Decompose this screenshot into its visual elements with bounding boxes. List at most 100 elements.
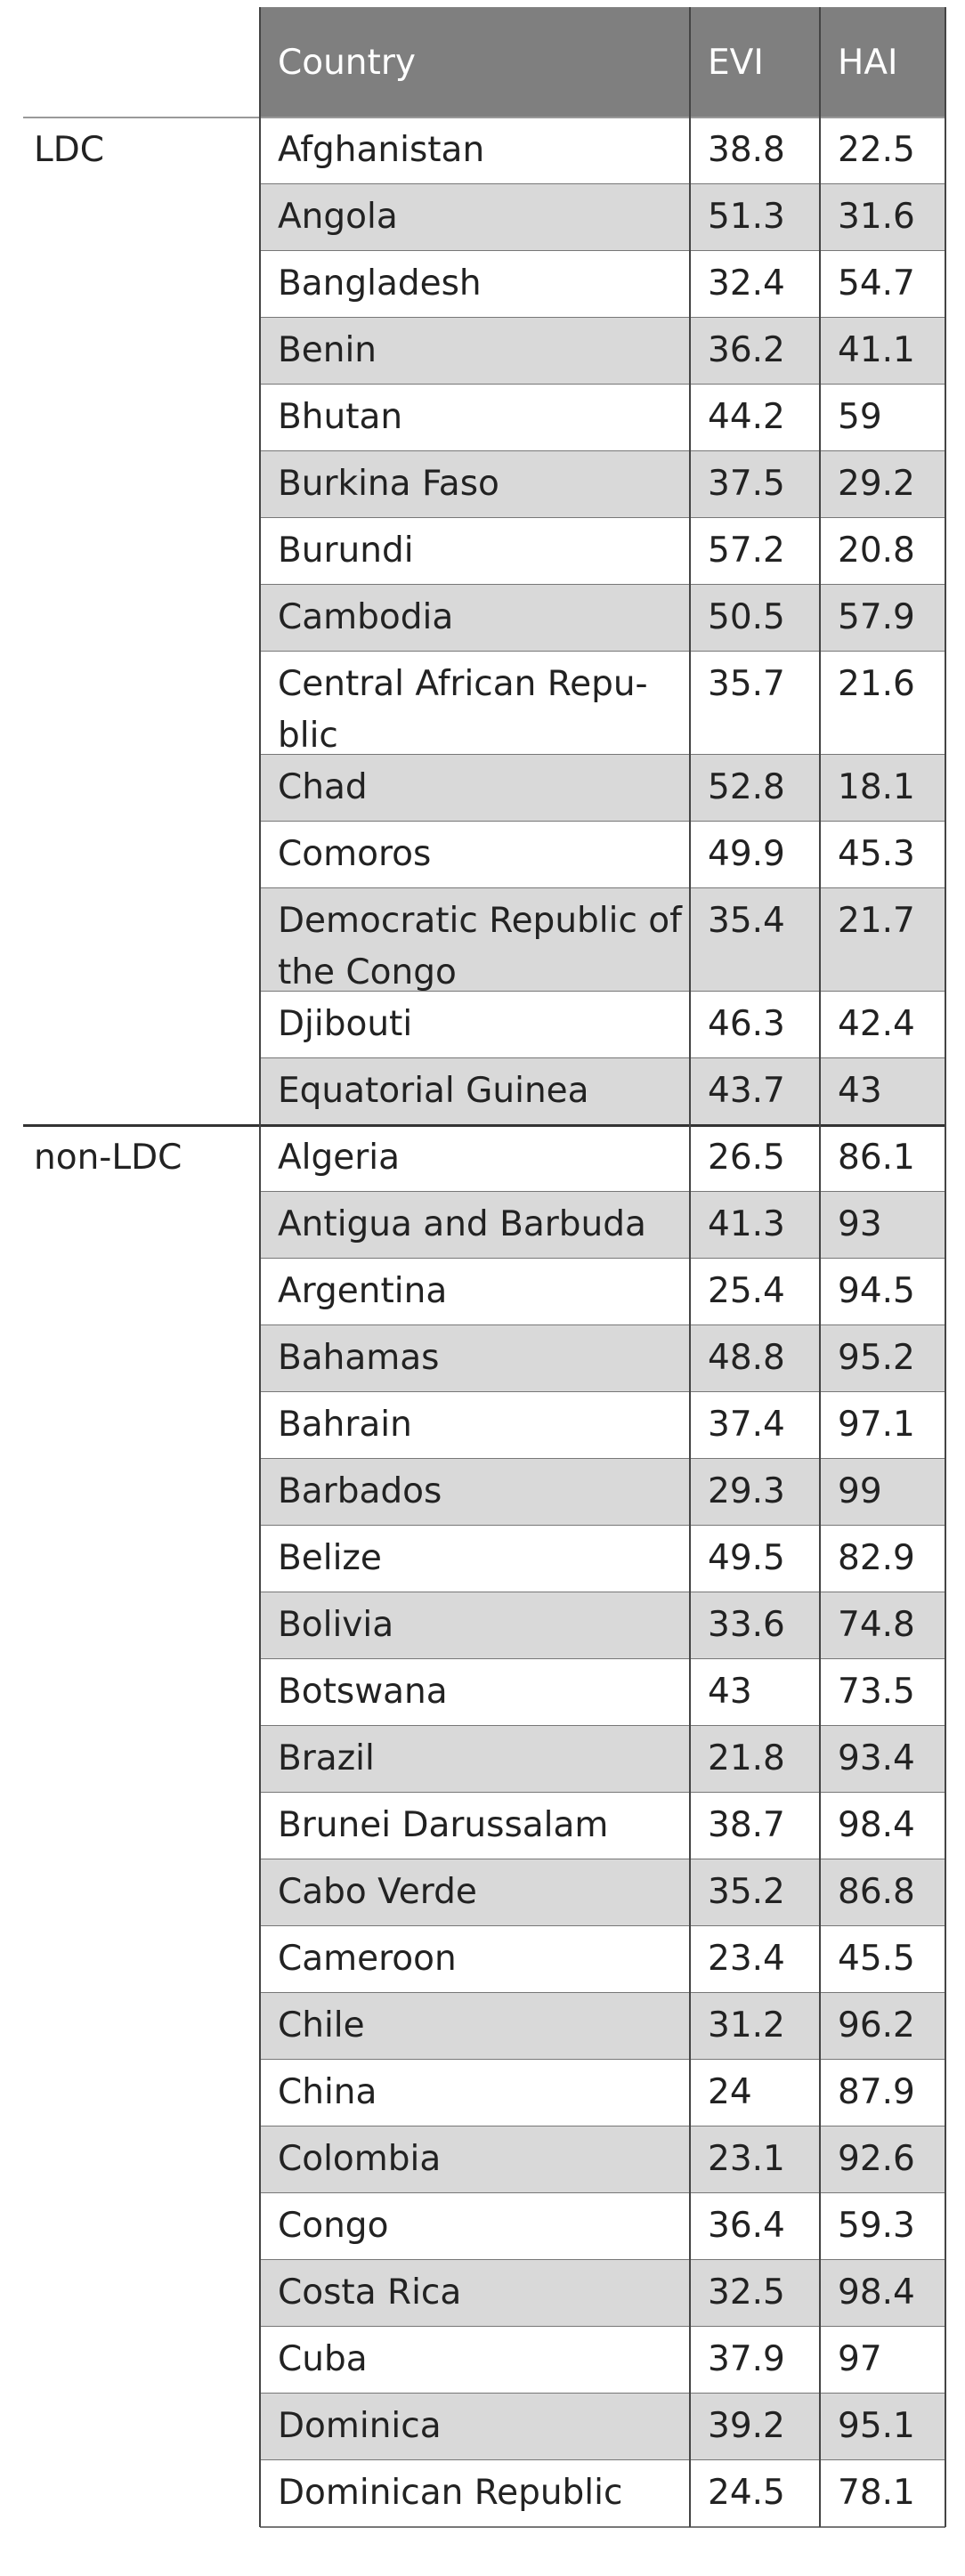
- cell-hai: 95.1: [838, 2406, 915, 2446]
- table-row: [260, 585, 945, 652]
- cell-hai: 42.4: [838, 1004, 915, 1044]
- cell-hai: 93: [838, 1204, 882, 1244]
- cell-evi: 43: [708, 1672, 752, 1712]
- group-label: non-LDC: [34, 1138, 182, 1178]
- cell-evi: 41.3: [708, 1204, 785, 1244]
- table-row: [260, 2260, 945, 2327]
- cell-hai: 45.3: [838, 834, 915, 874]
- table-row: [260, 2394, 945, 2460]
- cell-country: Benin: [278, 330, 377, 370]
- table-row: [260, 1459, 945, 1526]
- cell-country: Equatorial Guinea: [278, 1071, 589, 1111]
- cell-evi: 33.6: [708, 1605, 785, 1645]
- table-row: [260, 1526, 945, 1592]
- table-row: [260, 755, 945, 822]
- cell-evi: 44.2: [708, 397, 785, 437]
- cell-evi: 37.4: [708, 1405, 785, 1445]
- cell-hai: 57.9: [838, 597, 915, 637]
- cell-evi: 50.5: [708, 597, 785, 637]
- header-evi: EVI: [708, 43, 764, 83]
- table-row: [260, 2327, 945, 2394]
- cell-evi: 35.2: [708, 1872, 785, 1912]
- cell-evi: 35.7: [708, 664, 785, 704]
- table-row: [260, 1325, 945, 1392]
- cell-hai: 54.7: [838, 263, 915, 304]
- table-row: [260, 117, 945, 184]
- table-row: [260, 2193, 945, 2260]
- cell-evi: 37.9: [708, 2339, 785, 2379]
- table-row: [260, 1993, 945, 2060]
- cell-evi: 32.5: [708, 2272, 785, 2313]
- cell-hai: 82.9: [838, 1538, 915, 1578]
- group-divider: [23, 117, 945, 118]
- cell-hai: 98.4: [838, 2272, 915, 2313]
- cell-country: Cameroon: [278, 1939, 457, 1979]
- cell-evi: 38.8: [708, 130, 785, 170]
- table-row: [260, 652, 945, 755]
- cell-evi: 32.4: [708, 263, 785, 304]
- header-hai: HAI: [838, 43, 898, 83]
- cell-hai: 97.1: [838, 1405, 915, 1445]
- cell-hai: 21.7: [838, 901, 915, 941]
- cell-hai: 78.1: [838, 2473, 915, 2513]
- cell-evi: 49.9: [708, 834, 785, 874]
- cell-hai: 18.1: [838, 767, 915, 807]
- header-country: Country: [278, 43, 416, 83]
- row-divider: [260, 2526, 945, 2528]
- cell-hai: 22.5: [838, 130, 915, 170]
- cell-country: Bolivia: [278, 1605, 394, 1645]
- cell-country: China: [278, 2072, 377, 2112]
- cell-hai: 73.5: [838, 1672, 915, 1712]
- cell-country: Afghanistan: [278, 130, 485, 170]
- cell-hai: 41.1: [838, 330, 915, 370]
- cell-hai: 59: [838, 397, 882, 437]
- cell-evi: 24.5: [708, 2473, 785, 2513]
- cell-country: Dominica: [278, 2406, 442, 2446]
- table-row: [260, 1859, 945, 1926]
- cell-hai: 94.5: [838, 1271, 915, 1311]
- cell-country: Colombia: [278, 2139, 442, 2179]
- table-row: [260, 2060, 945, 2126]
- table-row: [260, 1392, 945, 1459]
- cell-evi: 36.2: [708, 330, 785, 370]
- cell-country: Dominican Republic: [278, 2473, 623, 2513]
- column-divider: [945, 7, 946, 2527]
- table-row: [260, 1726, 945, 1793]
- table-row: [260, 2460, 945, 2527]
- cell-hai: 92.6: [838, 2139, 915, 2179]
- cell-country: Burkina Faso: [278, 464, 499, 504]
- cell-evi: 39.2: [708, 2406, 785, 2446]
- cell-country: Djibouti: [278, 1004, 413, 1044]
- table-row: [260, 1659, 945, 1726]
- cell-hai: 31.6: [838, 197, 915, 237]
- cell-country: Algeria: [278, 1138, 401, 1178]
- header-evi-cell: EVI: [690, 7, 820, 117]
- cell-hai: 86.8: [838, 1872, 915, 1912]
- cell-hai: 20.8: [838, 531, 915, 571]
- cell-evi: 25.4: [708, 1271, 785, 1311]
- cell-hai: 97: [838, 2339, 882, 2379]
- cell-country: Cambodia: [278, 597, 454, 637]
- cell-hai: 74.8: [838, 1605, 915, 1645]
- cell-evi: 21.8: [708, 1738, 785, 1778]
- table-row: [260, 518, 945, 585]
- cell-hai: 93.4: [838, 1738, 915, 1778]
- table-row: [260, 822, 945, 888]
- cell-hai: 21.6: [838, 664, 915, 704]
- table-row: [260, 992, 945, 1058]
- table-row: [260, 318, 945, 385]
- cell-evi: 37.5: [708, 464, 785, 504]
- cell-country: Bahrain: [278, 1405, 412, 1445]
- header-hai-cell: HAI: [820, 7, 945, 117]
- cell-hai: 29.2: [838, 464, 915, 504]
- cell-hai: 95.2: [838, 1338, 915, 1378]
- table-row: [260, 451, 945, 518]
- cell-evi: 46.3: [708, 1004, 785, 1044]
- cell-country: Comoros: [278, 834, 432, 874]
- cell-country: Brazil: [278, 1738, 375, 1778]
- cell-hai: 99: [838, 1471, 882, 1511]
- cell-country: Chad: [278, 767, 368, 807]
- column-divider: [259, 7, 261, 2527]
- cell-evi: 24: [708, 2072, 752, 2112]
- cell-evi: 38.7: [708, 1805, 785, 1845]
